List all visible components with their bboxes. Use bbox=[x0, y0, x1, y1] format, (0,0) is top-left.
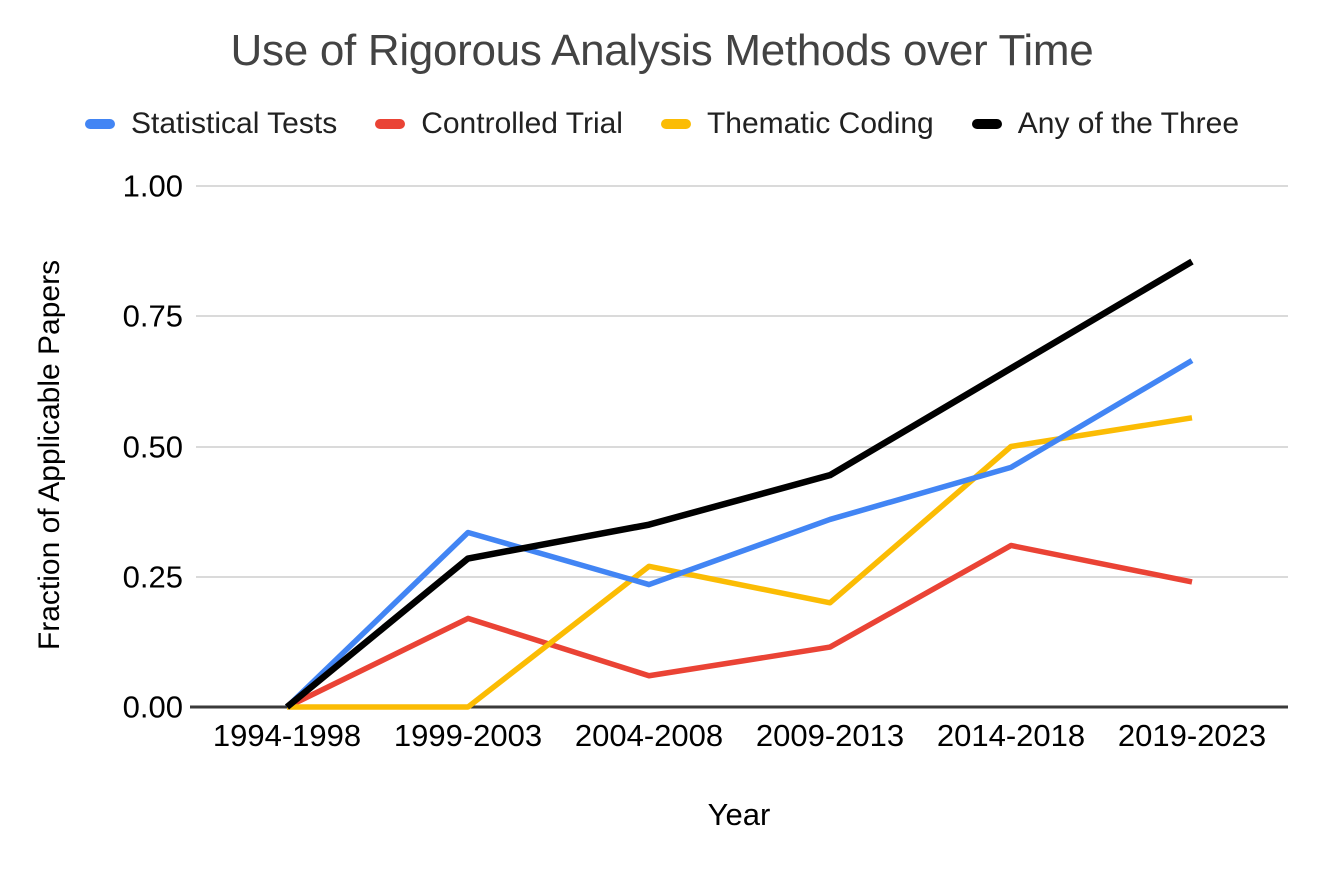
x-tick-label: 1994-1998 bbox=[212, 718, 362, 753]
series-line-0 bbox=[285, 358, 1194, 709]
gridline bbox=[196, 445, 1288, 448]
legend-label: Thematic Coding bbox=[706, 107, 934, 140]
series-line-1 bbox=[285, 542, 1193, 710]
gridline bbox=[196, 575, 1288, 578]
x-tick-label: 2014-2018 bbox=[936, 718, 1086, 753]
x-tick-label: 2004-2008 bbox=[574, 718, 724, 753]
series-line-3 bbox=[284, 258, 1194, 710]
x-tick-label: 2009-2013 bbox=[755, 718, 905, 753]
gridline bbox=[196, 185, 1288, 187]
x-tick-label: 1999-2003 bbox=[393, 718, 543, 753]
y-tick-label: 1.00 bbox=[122, 168, 183, 204]
chart-title: Use of Rigorous Analysis Methods over Ti… bbox=[230, 26, 1094, 75]
legend-label: Any of the Three bbox=[1017, 107, 1239, 140]
y-tick-label: 0.50 bbox=[122, 429, 183, 464]
legend-item-0: Statistical Tests bbox=[85, 109, 337, 139]
y-tick-label: 0.75 bbox=[122, 298, 183, 334]
series-line-2 bbox=[287, 415, 1193, 710]
y-tick-label: 0.25 bbox=[122, 559, 183, 595]
y-tick-label: 0.00 bbox=[122, 689, 183, 725]
x-tick-label: 2019-2023 bbox=[1117, 718, 1267, 753]
legend-swatch-icon bbox=[660, 119, 691, 129]
legend-swatch-icon bbox=[375, 119, 406, 129]
y-axis-title: Fraction of Applicable Papers bbox=[33, 259, 66, 651]
legend-label: Controlled Trial bbox=[421, 107, 623, 140]
legend-item-2: Thematic Coding bbox=[660, 107, 934, 140]
legend-label: Statistical Tests bbox=[131, 107, 338, 140]
gridline bbox=[196, 315, 1288, 318]
x-axis-title: Year bbox=[707, 797, 771, 832]
x-axis-line bbox=[190, 705, 1288, 709]
legend: Statistical Tests Controlled Trial Themati… bbox=[0, 106, 1324, 142]
legend-swatch-icon bbox=[971, 119, 1002, 129]
legend-item-3: Any of the Three bbox=[971, 107, 1239, 140]
legend-swatch-icon bbox=[85, 119, 115, 129]
legend-item-1: Controlled Trial bbox=[375, 109, 623, 139]
